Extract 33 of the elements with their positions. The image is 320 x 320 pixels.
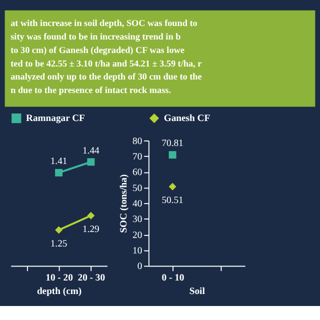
x-axis-title: Soil	[189, 286, 206, 298]
x-tick-label: 0 - 10	[162, 272, 184, 284]
x-tick-label: 10 - 20	[46, 272, 74, 284]
text: analyzed only up to the depth of 30 cm due to the	[10, 72, 202, 82]
y-tick-label: 40	[132, 198, 142, 210]
text: sity was found to be in increasing trend in b	[10, 31, 181, 42]
x-axis-title: depth (cm)	[36, 286, 82, 298]
legend-label: Ramnagar CF	[26, 113, 86, 124]
data-label: 1.25	[50, 238, 68, 250]
y-axis-title: SOC (tons/ha)	[118, 174, 130, 233]
y-tick-label: 10	[132, 245, 142, 256]
text: to 30 cm) of Ganesh (degraded) CF was lowe	[10, 44, 184, 56]
data-label: 70.81	[162, 138, 184, 150]
text: at with increase in soil depth, SOC was found to	[10, 18, 198, 28]
y-tick-label: 0	[137, 261, 142, 272]
data-label: 1.44	[82, 145, 100, 156]
data-label: 1.29	[82, 224, 100, 236]
y-tick-label: 80	[132, 136, 142, 147]
point	[87, 158, 95, 166]
text: n due to the presence of intact rock mass.	[10, 85, 171, 96]
point	[87, 212, 95, 220]
y-tick-label: 60	[132, 167, 142, 178]
x-tick-label: 20 - 30	[78, 272, 106, 284]
y-tick-label: 70	[132, 152, 142, 163]
y-tick-label: 20	[132, 230, 142, 241]
legend-label: Ganesh CF	[164, 113, 210, 124]
data-label: 50.51	[162, 195, 184, 206]
point	[55, 168, 63, 176]
y-tick-label: 50	[132, 182, 142, 194]
text: ted to be 42.55 ± 3.10 t/ha and 54.21 ± 3.59 t/ha, r	[10, 58, 202, 68]
point	[55, 226, 63, 234]
y-tick-label: 30	[132, 214, 142, 226]
data-label: 1.41	[50, 156, 68, 168]
